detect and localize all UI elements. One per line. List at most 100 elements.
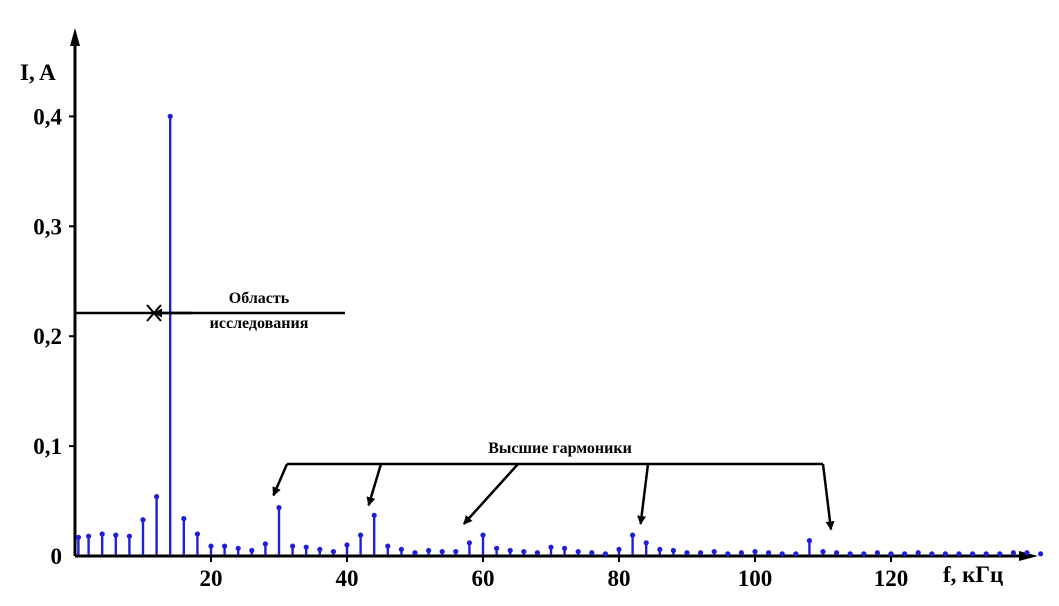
stem-point xyxy=(235,545,241,551)
stem-point xyxy=(970,551,976,557)
stem-point xyxy=(398,546,404,553)
harmonic-arrow-icon xyxy=(637,463,650,525)
stem-point xyxy=(126,533,132,539)
x-tick-label: 80 xyxy=(608,566,631,591)
stem-point xyxy=(929,551,935,557)
stem-point xyxy=(820,549,826,555)
stem-point xyxy=(698,550,704,556)
stem-point xyxy=(888,551,894,557)
stem-point xyxy=(616,546,622,553)
stem-point xyxy=(303,544,309,550)
harmonics-arrows xyxy=(272,463,835,531)
stem-point xyxy=(562,545,568,551)
stem-point xyxy=(439,549,445,555)
stem-point xyxy=(725,551,731,557)
y-ticks: 0 0,1 0,2 0,3 0,4 xyxy=(33,104,75,569)
stem-point xyxy=(194,531,200,537)
harmonics-label: Высшие гармоники xyxy=(488,440,632,457)
stems xyxy=(75,113,1044,557)
stem-point xyxy=(181,516,187,522)
harmonics-annotation: Высшие гармоники xyxy=(272,440,835,531)
stem-point xyxy=(317,546,323,553)
stem-point xyxy=(997,551,1003,557)
stem-point xyxy=(834,550,840,556)
stem-point xyxy=(738,550,745,556)
stem-point xyxy=(521,549,527,555)
x-tick-label: 60 xyxy=(472,566,495,591)
x-tick-label: 40 xyxy=(336,566,359,591)
stem-point xyxy=(874,550,881,556)
stem-point xyxy=(371,512,377,518)
stem-point xyxy=(766,550,772,556)
study-region-label-line-2: исследования xyxy=(210,315,309,332)
stem-point xyxy=(262,541,268,547)
stem-point xyxy=(140,517,146,523)
stem-point xyxy=(752,549,758,555)
stem-point xyxy=(915,550,921,556)
stem-point xyxy=(167,113,173,119)
stem-point xyxy=(1010,550,1017,556)
y-tick-label: 0 xyxy=(51,544,63,569)
y-tick-label: 0,2 xyxy=(33,324,62,349)
stem-point xyxy=(480,532,486,538)
stem-point xyxy=(113,532,119,538)
stem-point xyxy=(983,551,989,557)
stem-point xyxy=(385,543,391,549)
y-axis-title: I, A xyxy=(20,60,56,85)
stem-point xyxy=(358,532,364,538)
stem-point xyxy=(426,547,432,554)
stem-point xyxy=(548,544,554,550)
study-region-cross-b xyxy=(146,304,162,322)
y-axis-arrow-icon xyxy=(70,28,80,46)
x-tick-label: 20 xyxy=(200,566,223,591)
stem-point xyxy=(575,549,581,555)
y-tick-label: 0,4 xyxy=(33,104,62,129)
x-axis-arrow-icon xyxy=(1019,551,1038,561)
stem-point xyxy=(507,547,513,554)
stem-point xyxy=(602,551,609,557)
stem-point xyxy=(222,543,228,549)
stem-point xyxy=(534,550,541,556)
stem-point xyxy=(657,546,663,553)
stem-point xyxy=(847,551,853,557)
x-tick-label: 100 xyxy=(738,566,773,591)
stem-point xyxy=(466,540,472,546)
stem-point xyxy=(630,532,636,538)
stem-point xyxy=(86,533,92,539)
stem-point xyxy=(589,550,595,556)
stem-point xyxy=(99,531,105,537)
stem-point xyxy=(75,534,81,540)
x-axis-title: f, кГц xyxy=(943,562,1003,587)
y-tick-label: 0,3 xyxy=(33,214,62,239)
stem-point xyxy=(290,543,296,549)
stem-point xyxy=(711,549,717,555)
stem-point xyxy=(861,551,867,557)
stem-point xyxy=(793,551,799,557)
x-ticks: 20 40 60 80 100 120 xyxy=(200,556,909,591)
stem-point xyxy=(1024,550,1030,556)
stem-point xyxy=(806,538,813,544)
study-region-annotation: Область исследования xyxy=(75,290,345,332)
stem-point xyxy=(902,551,908,557)
stem-point xyxy=(154,494,160,500)
stem-point xyxy=(494,545,500,551)
harmonic-arrow-icon xyxy=(366,463,383,507)
stem-point xyxy=(330,549,336,555)
stem-point xyxy=(670,547,677,554)
stem-point xyxy=(956,551,962,557)
x-tick-label: 120 xyxy=(874,566,909,591)
stem-point xyxy=(684,550,690,556)
stem-point xyxy=(942,551,949,557)
stem-point xyxy=(249,547,255,554)
harmonic-arrow-icon xyxy=(272,463,289,497)
y-tick-label: 0,1 xyxy=(33,434,62,459)
stem-point xyxy=(453,549,459,555)
stem-point xyxy=(779,551,785,557)
study-region-label-line-1: Область xyxy=(229,290,290,307)
stem-point xyxy=(276,505,282,511)
stem-point xyxy=(208,543,214,549)
stem-point xyxy=(412,550,418,556)
stem-point xyxy=(643,540,649,546)
stem-point xyxy=(344,542,350,548)
